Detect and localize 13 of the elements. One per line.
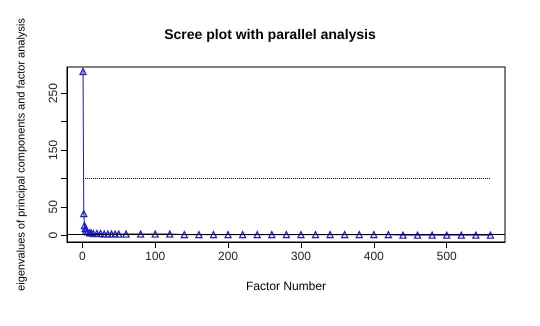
chart-title: Scree plot with parallel analysis: [164, 26, 376, 42]
x-tick-label: 0: [78, 249, 86, 263]
y-tick-label: 250: [46, 82, 60, 104]
y-axis-title: eigenvalues of principal components and factor analysis: [16, 18, 28, 291]
y-tick-label: 150: [46, 140, 60, 160]
x-tick-label: 200: [218, 249, 238, 263]
x-tick-label: 500: [436, 249, 458, 263]
y-tick-label: 0: [46, 232, 60, 239]
x-tick-label: 300: [290, 249, 312, 263]
x-tick-label: 100: [145, 249, 166, 263]
y-tick-label: 50: [46, 200, 60, 214]
x-tick-label: 400: [364, 249, 384, 263]
x-axis-title: Factor Number: [246, 279, 326, 293]
